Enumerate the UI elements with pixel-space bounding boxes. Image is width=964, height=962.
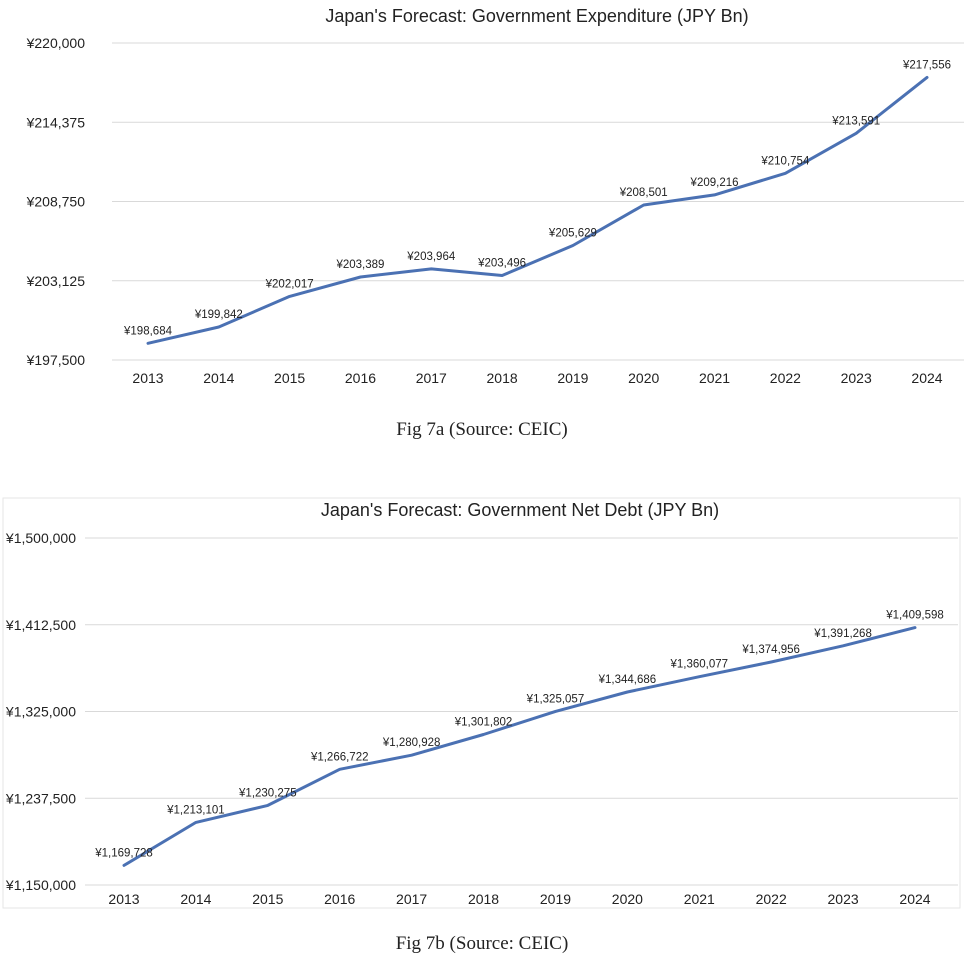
expenditure-data-label: ¥203,964 bbox=[406, 251, 456, 263]
expenditure-data-label: ¥198,684 bbox=[123, 325, 173, 337]
expenditure-data-label: ¥210,754 bbox=[760, 155, 810, 167]
net-debt-caption: Fig 7b (Source: CEIC) bbox=[395, 933, 569, 954]
net-debt-data-label: ¥1,360,077 bbox=[669, 659, 728, 671]
net-debt-x-tick-label: 2020 bbox=[612, 891, 643, 907]
expenditure-y-tick-label: ¥203,125 bbox=[26, 273, 86, 289]
net-debt-y-tick-label: ¥1,325,000 bbox=[5, 704, 76, 720]
expenditure-data-label: ¥217,556 bbox=[902, 59, 951, 71]
net-debt-data-label: ¥1,169,728 bbox=[94, 847, 153, 859]
expenditure-chart: Japan's Forecast: Government Expenditure… bbox=[26, 6, 964, 386]
net-debt-x-tick-label: 2018 bbox=[468, 891, 499, 907]
expenditure-x-tick-label: 2019 bbox=[557, 370, 588, 386]
net-debt-x-tick-label: 2021 bbox=[684, 891, 715, 907]
net-debt-x-tick-label: 2017 bbox=[396, 891, 427, 907]
expenditure-data-label: ¥213,591 bbox=[831, 115, 880, 127]
net-debt-data-label: ¥1,213,101 bbox=[166, 804, 225, 816]
expenditure-x-tick-label: 2016 bbox=[345, 370, 376, 386]
net-debt-x-tick-label: 2024 bbox=[899, 891, 930, 907]
expenditure-y-tick-label: ¥220,000 bbox=[26, 35, 86, 51]
expenditure-caption: Fig 7a (Source: CEIC) bbox=[396, 419, 568, 440]
expenditure-data-label: ¥202,017 bbox=[265, 278, 314, 290]
net-debt-chart-frame bbox=[2, 497, 961, 909]
expenditure-data-label: ¥205,629 bbox=[548, 227, 597, 239]
net-debt-x-tick-label: 2023 bbox=[828, 891, 859, 907]
expenditure-x-tick-label: 2013 bbox=[132, 370, 163, 386]
expenditure-data-label: ¥199,842 bbox=[194, 309, 243, 321]
net-debt-x-tick-label: 2013 bbox=[108, 891, 139, 907]
net-debt-data-label: ¥1,280,928 bbox=[382, 737, 441, 749]
expenditure-x-tick-label: 2014 bbox=[203, 370, 234, 386]
expenditure-data-label: ¥208,501 bbox=[619, 187, 668, 199]
net-debt-data-label: ¥1,325,057 bbox=[526, 693, 585, 705]
net-debt-data-label: ¥1,374,956 bbox=[741, 644, 800, 656]
net-debt-x-tick-label: 2022 bbox=[756, 891, 787, 907]
net-debt-data-label: ¥1,391,268 bbox=[813, 628, 872, 640]
expenditure-x-tick-label: 2024 bbox=[911, 370, 942, 386]
net-debt-chart-title: Japan's Forecast: Government Net Debt (J… bbox=[321, 500, 719, 520]
expenditure-x-tick-label: 2018 bbox=[487, 370, 518, 386]
expenditure-data-label: ¥209,216 bbox=[690, 177, 739, 189]
net-debt-x-tick-label: 2015 bbox=[252, 891, 283, 907]
net-debt-x-tick-label: 2014 bbox=[180, 891, 211, 907]
expenditure-x-tick-label: 2015 bbox=[274, 370, 305, 386]
net-debt-data-label: ¥1,344,686 bbox=[598, 674, 657, 686]
net-debt-series-line bbox=[122, 626, 917, 867]
expenditure-data-label: ¥203,389 bbox=[335, 259, 384, 271]
expenditure-data-label: ¥203,496 bbox=[477, 258, 526, 270]
net-debt-data-label: ¥1,409,598 bbox=[885, 610, 944, 622]
net-debt-data-label: ¥1,266,722 bbox=[310, 751, 369, 763]
expenditure-x-tick-label: 2021 bbox=[699, 370, 730, 386]
expenditure-series-line bbox=[146, 75, 929, 345]
net-debt-data-label: ¥1,230,275 bbox=[238, 787, 297, 799]
net-debt-x-tick-label: 2016 bbox=[324, 891, 355, 907]
net-debt-y-tick-label: ¥1,412,500 bbox=[5, 617, 76, 633]
expenditure-x-tick-label: 2020 bbox=[628, 370, 659, 386]
expenditure-x-tick-label: 2022 bbox=[770, 370, 801, 386]
expenditure-x-tick-label: 2017 bbox=[416, 370, 447, 386]
net-debt-y-tick-label: ¥1,237,500 bbox=[5, 790, 76, 806]
expenditure-y-tick-label: ¥214,375 bbox=[26, 114, 86, 130]
net-debt-x-tick-label: 2019 bbox=[540, 891, 571, 907]
net-debt-data-label: ¥1,301,802 bbox=[454, 716, 513, 728]
net-debt-y-tick-label: ¥1,150,000 bbox=[5, 877, 76, 893]
expenditure-y-tick-label: ¥208,750 bbox=[26, 194, 86, 210]
net-debt-chart: Japan's Forecast: Government Net Debt (J… bbox=[2, 497, 961, 909]
expenditure-y-tick-label: ¥197,500 bbox=[26, 352, 86, 368]
expenditure-chart-title: Japan's Forecast: Government Expenditure… bbox=[325, 6, 748, 26]
net-debt-y-tick-label: ¥1,500,000 bbox=[5, 530, 76, 546]
expenditure-x-tick-label: 2023 bbox=[841, 370, 872, 386]
